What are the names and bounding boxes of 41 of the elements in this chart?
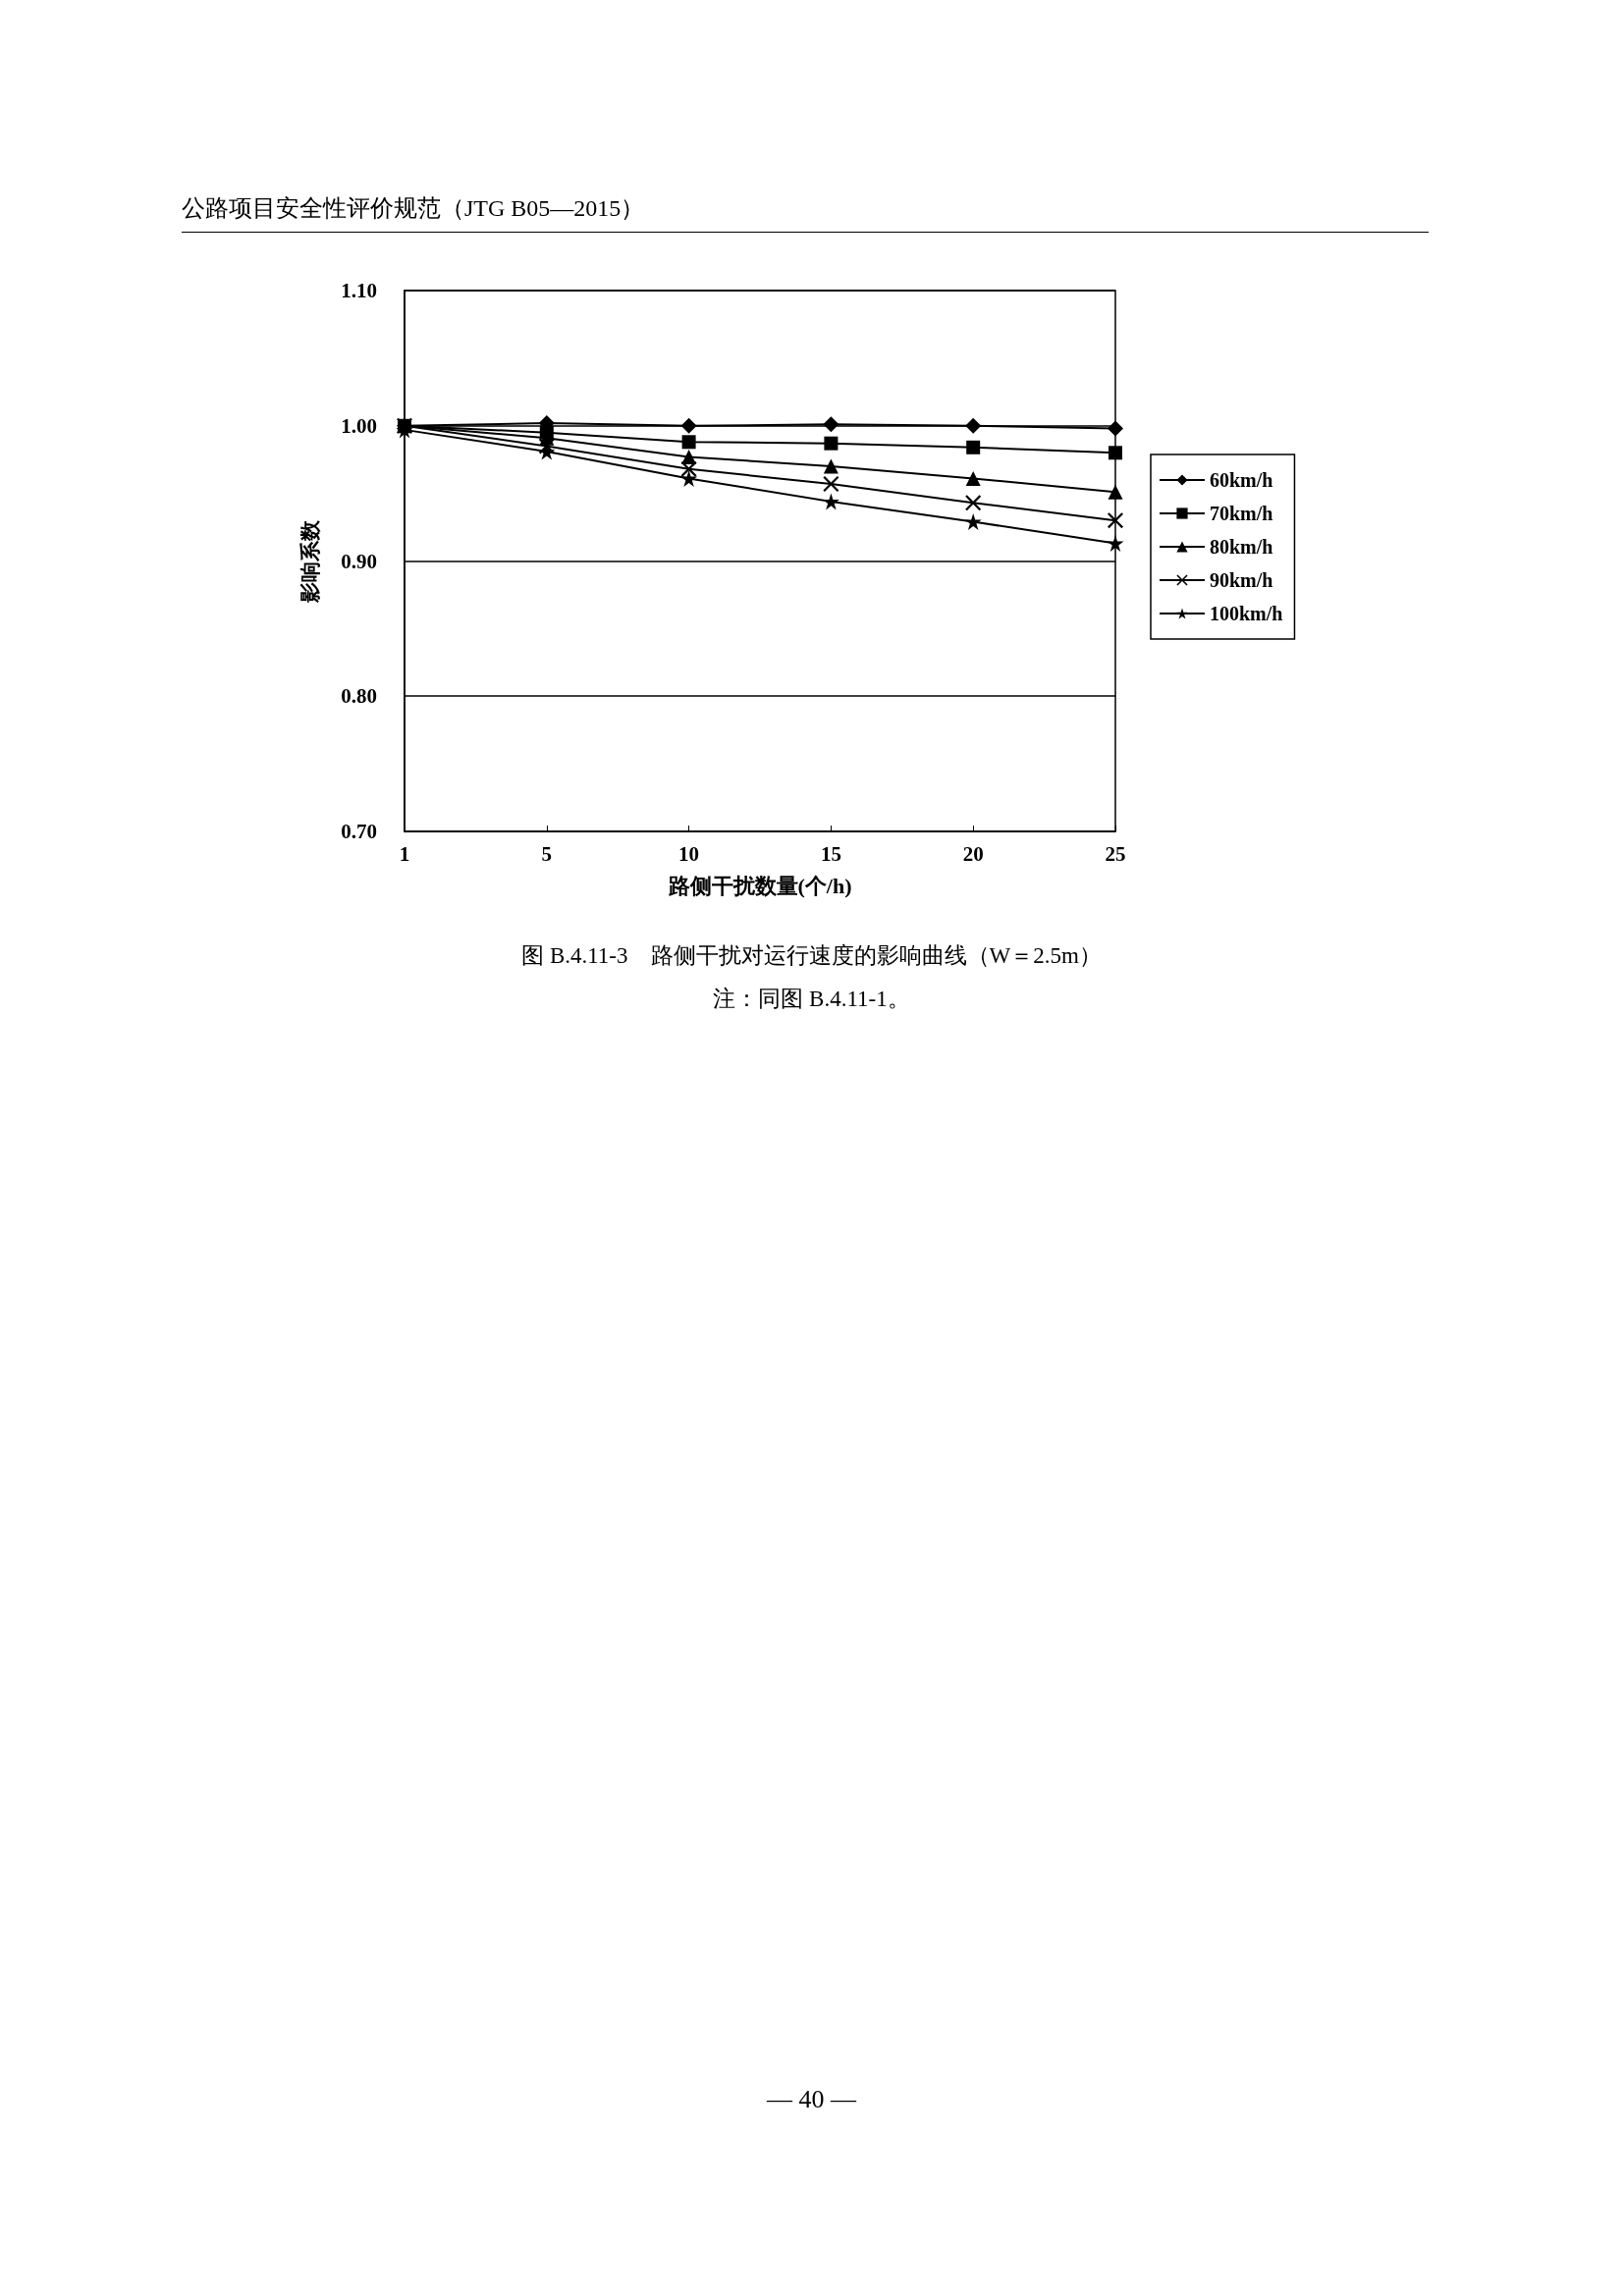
x-tick-label: 10: [678, 841, 700, 866]
legend-label: 100km/h: [1210, 603, 1283, 624]
y-tick-label: 0.90: [341, 549, 377, 573]
point: [1108, 512, 1123, 529]
point: [680, 460, 697, 477]
y-tick-label: 1.10: [341, 279, 377, 302]
point: [1108, 484, 1123, 500]
point: [965, 470, 981, 486]
x-tick-label: 25: [1105, 841, 1126, 866]
point: [823, 475, 839, 492]
point: [681, 435, 696, 450]
point: [1108, 420, 1123, 437]
point: [965, 417, 982, 434]
text: 公路项目安全性评价规范（JTG B05—2015）: [182, 194, 645, 223]
y-axis-title: 影响系数: [298, 518, 322, 604]
point: [822, 493, 839, 510]
x-tick-label: 15: [820, 841, 841, 866]
point: [965, 495, 982, 511]
y-tick-label: 0.80: [341, 684, 377, 709]
x-tick-label: 5: [541, 841, 553, 866]
y-tick-label: 1.00: [341, 413, 377, 438]
point: [824, 436, 839, 451]
point: [964, 513, 982, 531]
point: [1107, 535, 1124, 553]
point: [823, 416, 839, 433]
point: [966, 440, 981, 454]
legend-label: 90km/h: [1210, 569, 1273, 591]
point: [823, 458, 839, 474]
point: [680, 469, 698, 487]
legend-label: 60km/h: [1210, 469, 1273, 491]
text: 注：同图 B.4.11-1。: [712, 986, 911, 1013]
text: 图 B.4.11-3 路侧干扰对运行速度的影响曲线（W＝2.5m）: [520, 942, 1103, 970]
legend-label: 80km/h: [1210, 536, 1273, 558]
point: [680, 417, 697, 434]
y-tick-label: 0.70: [341, 820, 377, 843]
legend-label: 70km/h: [1210, 503, 1273, 524]
point: [1109, 446, 1122, 460]
text: — 40 —: [765, 2085, 858, 2114]
x-tick-label: 1: [399, 841, 410, 866]
x-tick-label: 20: [962, 841, 984, 866]
x-axis-title: 路侧干扰数量(个/h): [667, 873, 852, 898]
